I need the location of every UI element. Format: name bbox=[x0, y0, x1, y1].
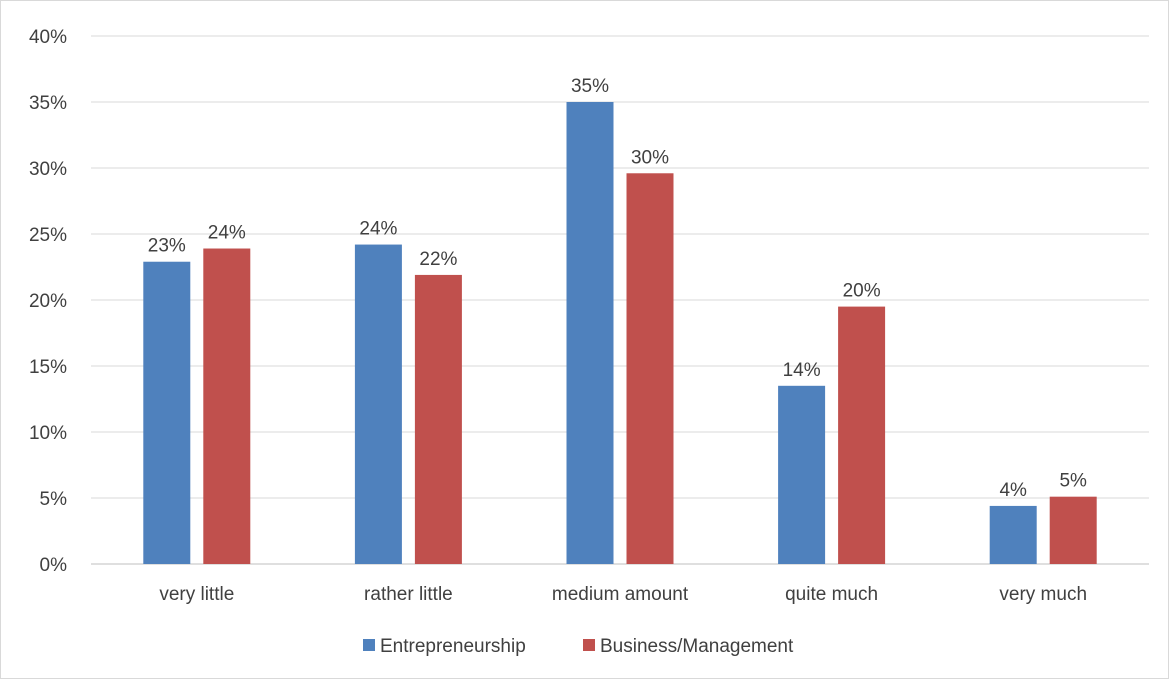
y-tick-label: 10% bbox=[29, 423, 67, 444]
bar-business-management bbox=[838, 306, 886, 564]
y-tick-label: 15% bbox=[29, 357, 67, 378]
data-label: 20% bbox=[843, 281, 881, 302]
data-label: 23% bbox=[148, 236, 186, 257]
x-category-label: very much bbox=[999, 584, 1087, 605]
data-label: 24% bbox=[208, 223, 246, 244]
bar-entrepreneurship bbox=[566, 102, 614, 564]
x-category-label: medium amount bbox=[552, 584, 689, 605]
data-label: 24% bbox=[359, 219, 397, 240]
y-tick-label: 40% bbox=[29, 27, 67, 48]
y-tick-label: 0% bbox=[40, 555, 68, 576]
y-tick-label: 35% bbox=[29, 93, 67, 114]
bar-business-management bbox=[1049, 496, 1097, 564]
x-category-label: quite much bbox=[785, 584, 878, 605]
data-label: 22% bbox=[419, 249, 457, 270]
data-label: 5% bbox=[1059, 471, 1087, 492]
bar-entrepreneurship bbox=[143, 261, 191, 564]
bar-business-management bbox=[203, 248, 251, 564]
data-label: 14% bbox=[783, 360, 821, 381]
y-tick-label: 25% bbox=[29, 225, 67, 246]
x-category-label: very little bbox=[159, 584, 234, 605]
y-tick-label: 5% bbox=[40, 489, 68, 510]
bar-business-management bbox=[626, 173, 674, 564]
y-tick-label: 20% bbox=[29, 291, 67, 312]
legend-label: Business/Management bbox=[600, 636, 794, 657]
legend-swatch bbox=[583, 639, 595, 651]
y-tick-label: 30% bbox=[29, 159, 67, 180]
bar-business-management bbox=[414, 274, 462, 564]
x-category-label: rather little bbox=[364, 584, 453, 605]
bar-entrepreneurship bbox=[989, 505, 1037, 564]
legend-swatch bbox=[363, 639, 375, 651]
data-label: 4% bbox=[999, 480, 1027, 501]
bar-entrepreneurship bbox=[778, 385, 826, 564]
data-label: 35% bbox=[571, 76, 609, 97]
data-label: 30% bbox=[631, 147, 669, 168]
bar-entrepreneurship bbox=[354, 244, 402, 564]
legend-label: Entrepreneurship bbox=[380, 636, 526, 657]
